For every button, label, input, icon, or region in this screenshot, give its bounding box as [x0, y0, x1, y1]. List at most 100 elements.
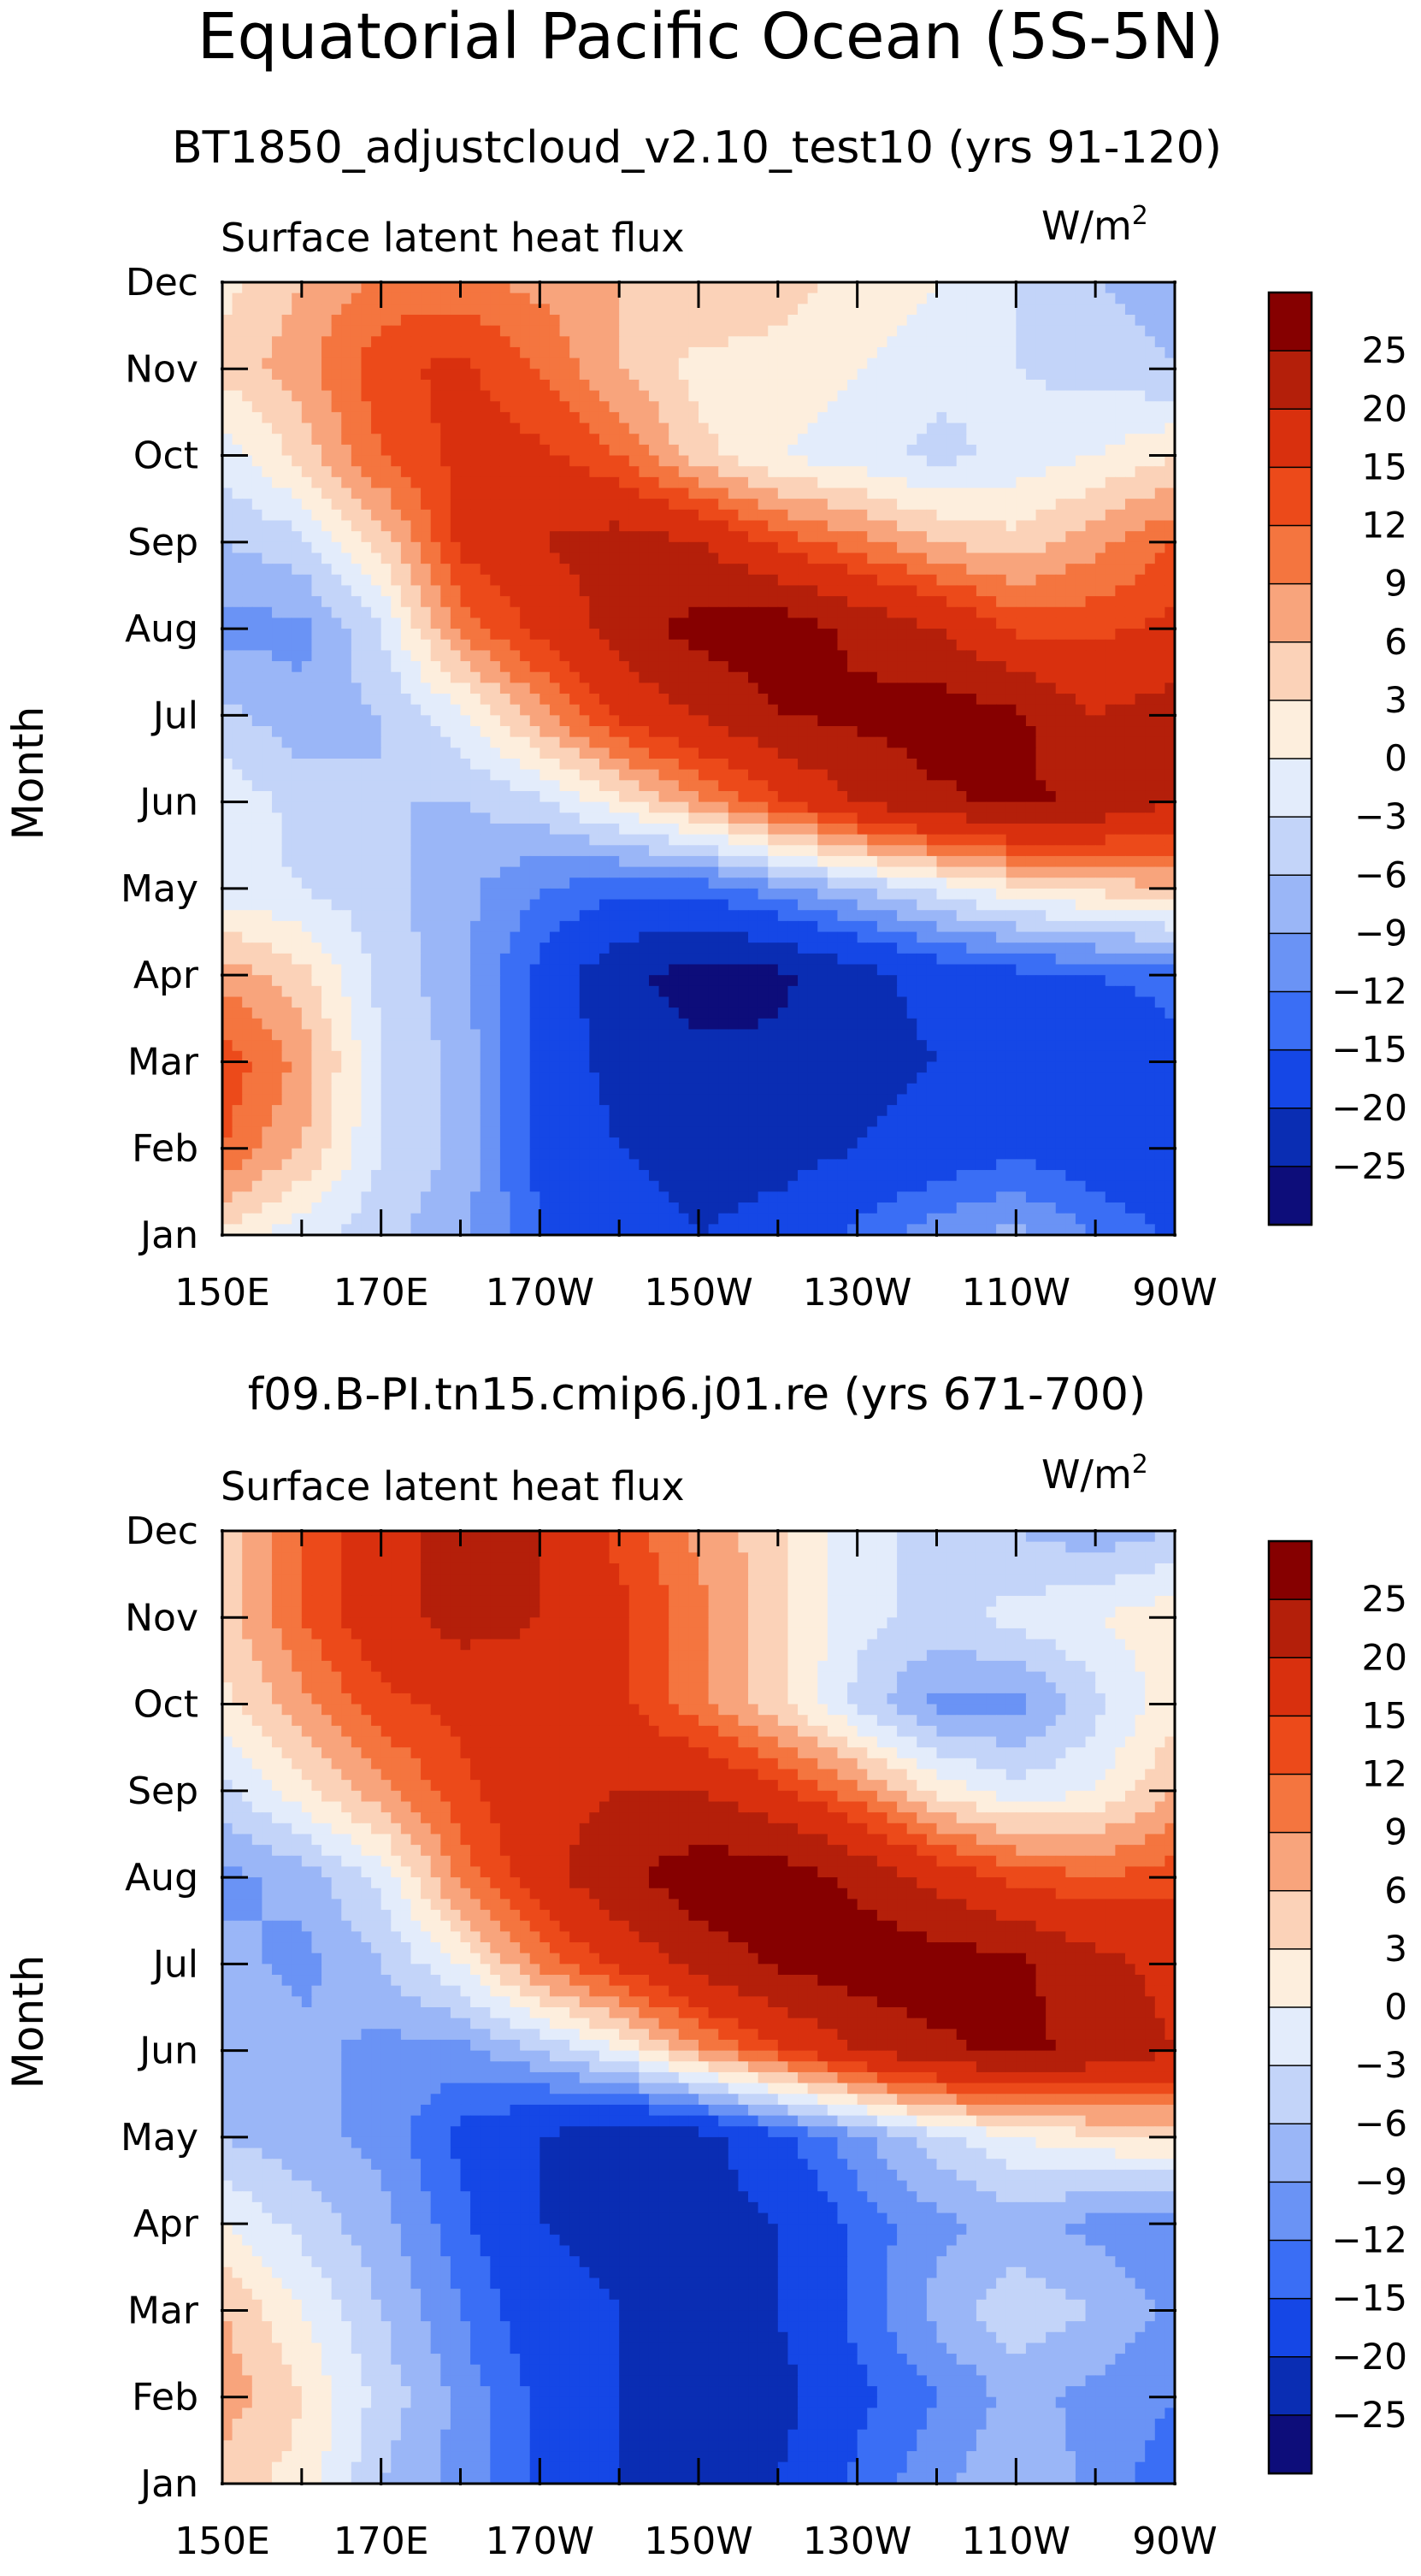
contour-cell: [232, 606, 243, 619]
contour-cell: [460, 834, 471, 846]
contour-cell: [787, 411, 799, 424]
contour-cell: [490, 704, 501, 716]
contour-cell: [262, 812, 273, 824]
contour-cell: [1085, 304, 1096, 316]
contour-cell: [827, 780, 839, 792]
contour-cell: [917, 759, 928, 771]
contour-cell: [688, 823, 699, 836]
contour-cell: [529, 336, 540, 348]
contour-cell: [380, 564, 392, 576]
contour-cell: [748, 466, 759, 478]
contour-cell: [857, 422, 868, 434]
contour-cell: [559, 390, 570, 402]
contour-cell: [301, 520, 313, 532]
contour-cell: [976, 314, 988, 327]
contour-cell: [728, 552, 740, 564]
contour-cell: [798, 336, 809, 348]
contour-cell: [837, 455, 848, 467]
contour-cell: [301, 499, 313, 511]
contour-cell: [827, 747, 839, 759]
contour-cell: [331, 726, 342, 738]
contour-cell: [708, 487, 719, 499]
contour-cell: [1165, 434, 1176, 446]
contour-cell: [440, 834, 451, 846]
contour-cell: [619, 812, 630, 824]
contour-cell: [897, 357, 908, 369]
contour-cell: [699, 704, 710, 716]
contour-cell: [311, 596, 322, 608]
contour-cell: [222, 552, 233, 564]
contour-cell: [966, 596, 977, 608]
contour-cell: [421, 541, 432, 554]
contour-cell: [242, 629, 253, 641]
contour-cell: [688, 509, 699, 522]
contour-cell: [1046, 759, 1057, 771]
contour-cell: [857, 444, 868, 457]
contour-cell: [1145, 682, 1156, 694]
contour-cell: [758, 304, 769, 316]
contour-cell: [768, 379, 779, 392]
contour-cell: [598, 790, 610, 803]
contour-cell: [490, 357, 501, 369]
contour-cell: [351, 704, 363, 716]
contour-cell: [936, 401, 947, 413]
contour-cell: [718, 715, 729, 727]
contour-cell: [222, 520, 233, 532]
contour-cell: [1065, 596, 1076, 608]
contour-cell: [341, 466, 352, 478]
contour-cell: [410, 747, 422, 759]
contour-cell: [718, 314, 729, 327]
contour-cell: [688, 715, 699, 727]
contour-cell: [480, 694, 491, 706]
contour-cell: [1016, 801, 1027, 813]
contour-cell: [976, 499, 988, 511]
contour-cell: [758, 823, 769, 836]
contour-cell: [460, 346, 471, 359]
contour-cell: [460, 325, 471, 337]
contour-cell: [1105, 357, 1116, 369]
contour-cell: [1025, 629, 1037, 641]
contour-cell: [559, 520, 570, 532]
contour-cell: [628, 314, 640, 327]
contour-cell: [549, 466, 561, 478]
contour-cell: [1005, 390, 1017, 402]
contour-cell: [520, 715, 531, 727]
contour-cell: [887, 780, 898, 792]
contour-cell: [262, 629, 273, 641]
contour-cell: [956, 541, 967, 554]
contour-cell: [410, 639, 422, 652]
contour-cell: [311, 379, 322, 392]
contour-cell: [748, 682, 759, 694]
contour-cell: [1065, 661, 1076, 673]
contour-cell: [1035, 574, 1047, 587]
contour-cell: [658, 455, 669, 467]
contour-cell: [540, 574, 551, 587]
contour-cell: [232, 650, 243, 662]
contour-cell: [708, 379, 719, 392]
contour-cell: [232, 520, 243, 532]
contour-cell: [410, 390, 422, 402]
contour-cell: [897, 834, 908, 846]
contour-cell: [837, 801, 848, 813]
contour-cell: [609, 564, 620, 576]
contour-cell: [837, 629, 848, 641]
contour-cell: [609, 520, 620, 532]
contour-cell: [1005, 304, 1017, 316]
contour-cell: [460, 704, 471, 716]
contour-cell: [609, 736, 620, 748]
contour-cell: [292, 487, 303, 499]
contour-cell: [371, 704, 382, 716]
contour-cell: [540, 304, 551, 316]
contour-cell: [827, 499, 839, 511]
contour-cell: [699, 650, 710, 662]
contour-cell: [688, 292, 699, 304]
contour-cell: [827, 574, 839, 587]
contour-cell: [768, 509, 779, 522]
contour-cell: [1065, 541, 1076, 554]
contour-cell: [380, 694, 392, 706]
contour-cell: [480, 466, 491, 478]
contour-cell: [807, 411, 818, 424]
contour-cell: [897, 639, 908, 652]
contour-cell: [837, 411, 848, 424]
contour-cell: [598, 292, 610, 304]
